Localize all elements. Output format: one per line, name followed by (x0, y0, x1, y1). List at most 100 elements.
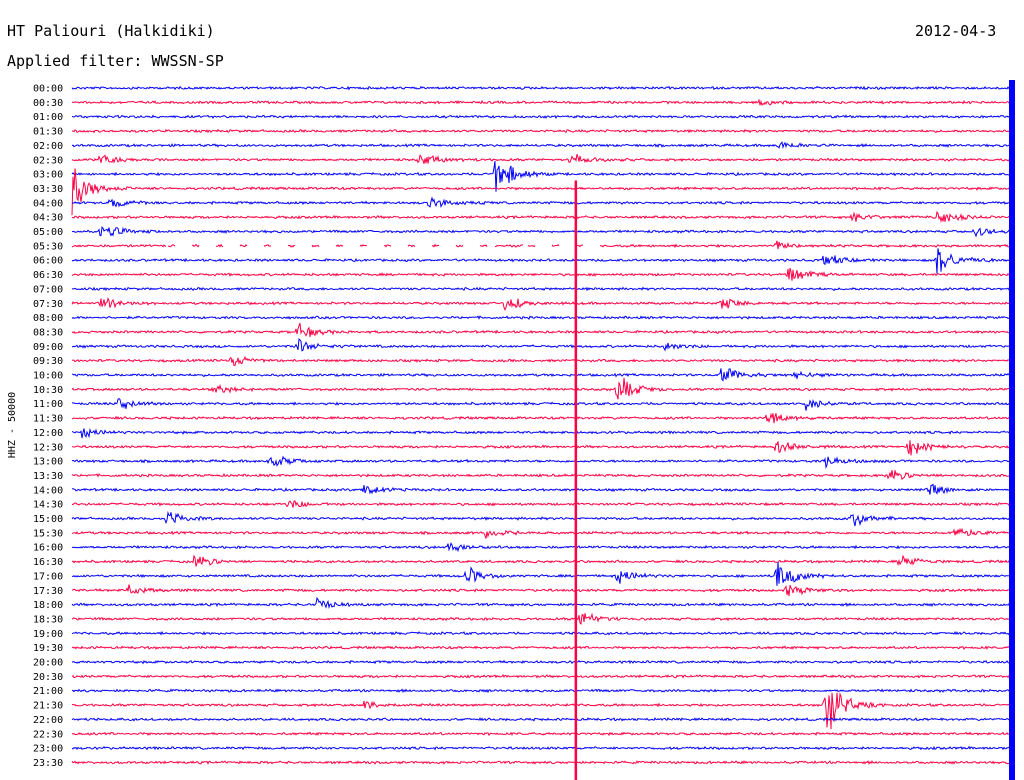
trace-0430 (71, 210, 1013, 223)
tick-label-0630: 06:30 (33, 270, 63, 281)
trace-1030 (71, 377, 1013, 400)
tick-label-1400: 14:00 (33, 485, 63, 496)
tick-label-2200: 22:00 (33, 715, 63, 726)
date-label: 2012-04-3 (915, 22, 996, 40)
trace-2100 (71, 688, 1013, 694)
trace-2030 (71, 674, 1013, 679)
trace-0100 (72, 114, 1013, 120)
trace-0500 (71, 226, 1013, 238)
tick-label-1800: 18:00 (33, 600, 63, 611)
seismic-traces (71, 85, 1013, 765)
trace-0530 (71, 240, 1013, 250)
tick-label-2000: 20:00 (33, 658, 63, 669)
tick-label-1900: 19:00 (33, 629, 63, 640)
trace-1400 (72, 483, 1013, 495)
trace-1600 (71, 542, 1013, 553)
tick-label-1700: 17:00 (33, 571, 63, 582)
trace-1200 (71, 427, 1013, 439)
trace-1300 (71, 455, 1013, 470)
trace-1130 (71, 412, 1013, 424)
spike-lines (574, 80, 1015, 780)
tick-label-1430: 14:30 (33, 500, 63, 511)
trace-0230 (71, 154, 1013, 164)
tick-label-0030: 00:30 (33, 98, 63, 109)
station-title: HT Paliouri (Halkidiki) (7, 22, 215, 40)
trace-0000 (71, 85, 1013, 91)
tick-label-0530: 05:30 (33, 241, 63, 252)
trace-0830 (71, 322, 1013, 337)
tick-label-0100: 01:00 (33, 112, 63, 123)
tick-label-2330: 23:30 (33, 758, 63, 769)
trace-0030 (71, 98, 1012, 107)
tick-label-1600: 16:00 (33, 543, 63, 554)
tick-label-0800: 08:00 (33, 313, 63, 324)
tick-label-2030: 20:30 (33, 672, 63, 683)
tick-label-0830: 08:30 (33, 327, 63, 338)
trace-0900 (71, 338, 1013, 352)
tick-label-0230: 02:30 (33, 155, 63, 166)
tick-label-0730: 07:30 (33, 299, 63, 310)
filter-subtitle: Applied filter: WWSSN-SP (7, 52, 224, 70)
tick-label-0330: 03:30 (33, 184, 63, 195)
tick-label-0300: 03:00 (33, 170, 63, 181)
trace-1700 (72, 561, 1013, 586)
trace-1830 (71, 612, 1013, 625)
tick-label-1030: 10:30 (33, 385, 63, 396)
trace-2330 (71, 760, 1012, 765)
tick-label-2100: 21:00 (33, 686, 63, 697)
tick-label-0430: 04:30 (33, 213, 63, 224)
trace-1330 (71, 470, 1013, 480)
tick-label-1530: 15:30 (33, 528, 63, 539)
y-axis-label: HHZ - 50000 (7, 392, 18, 458)
tick-label-0930: 09:30 (33, 356, 63, 367)
tick-label-1730: 17:30 (33, 586, 63, 597)
trace-1100 (71, 397, 1013, 411)
trace-1800 (71, 596, 1013, 609)
trace-0800 (71, 315, 1013, 320)
tick-label-1000: 10:00 (33, 371, 63, 382)
trace-2130 (71, 692, 1013, 730)
tick-label-0900: 09:00 (33, 342, 63, 353)
tick-label-0400: 04:00 (33, 198, 63, 209)
tick-label-2300: 23:00 (33, 744, 63, 755)
trace-1430 (71, 500, 1013, 508)
trace-2230 (71, 731, 1013, 737)
trace-2300 (71, 745, 1013, 751)
trace-0400 (71, 196, 1013, 209)
tick-label-1230: 12:30 (33, 442, 63, 453)
tick-label-1130: 11:30 (33, 414, 63, 425)
trace-1530 (71, 527, 1013, 539)
trace-0630 (71, 267, 1013, 281)
trace-2000 (71, 659, 1013, 665)
tick-label-0130: 01:30 (33, 127, 63, 138)
trace-2200 (71, 717, 1013, 722)
tick-label-0000: 00:00 (33, 84, 63, 95)
tick-label-0500: 05:00 (33, 227, 63, 238)
trace-0930 (71, 355, 1013, 367)
time-tick-labels: 00:00 00:30 01:00 01:30 02:00 02:30 03:00 03:30… (33, 84, 63, 769)
tick-label-1630: 16:30 (33, 557, 63, 568)
trace-0730 (71, 297, 1013, 312)
tick-label-0200: 02:00 (33, 141, 63, 152)
trace-0330 (71, 168, 1013, 216)
tick-label-0600: 06:00 (33, 256, 63, 267)
tick-label-2130: 21:30 (33, 701, 63, 712)
tick-label-1300: 13:00 (33, 457, 63, 468)
tick-label-1500: 15:00 (33, 514, 63, 525)
tick-label-1330: 13:30 (33, 471, 63, 482)
tick-label-2230: 22:30 (33, 729, 63, 740)
trace-1000 (71, 368, 1013, 382)
trace-1730 (72, 584, 1013, 597)
trace-0300 (71, 161, 1013, 192)
trace-1630 (71, 554, 1013, 567)
trace-1230 (72, 440, 1013, 456)
trace-0700 (71, 286, 1013, 292)
trace-1500 (71, 510, 1013, 527)
trace-0200 (71, 141, 1013, 150)
trace-0600 (71, 248, 1013, 274)
tick-label-0700: 07:00 (33, 284, 63, 295)
tick-label-1930: 19:30 (33, 643, 63, 654)
trace-0130 (71, 128, 1013, 134)
tick-label-1200: 12:00 (33, 428, 63, 439)
